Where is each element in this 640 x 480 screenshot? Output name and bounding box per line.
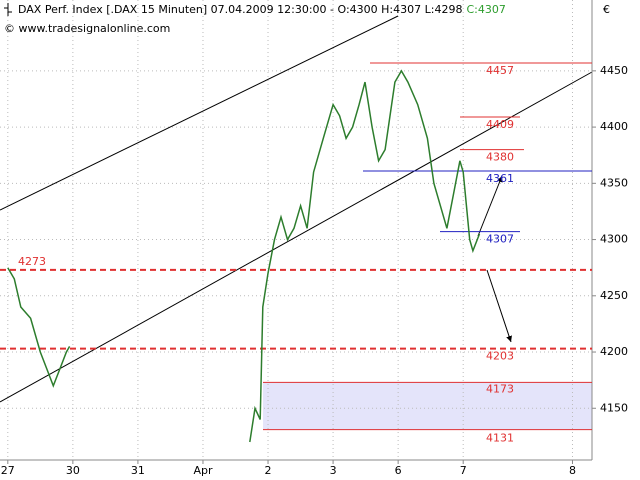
source: © www.tradesignalonline.com xyxy=(4,22,170,35)
x-tick-label: 3 xyxy=(330,464,337,477)
currency: € xyxy=(603,3,610,16)
arrow-down xyxy=(486,269,512,343)
y-tick-label: 4350 xyxy=(600,176,628,189)
zone xyxy=(263,382,592,430)
channel-upper xyxy=(0,15,399,211)
y-tick-label: 4450 xyxy=(600,64,628,77)
level-label: 4273 xyxy=(18,255,46,268)
x-tick-label: 6 xyxy=(395,464,402,477)
x-tick-label: 8 xyxy=(569,464,576,477)
level-label: 4457 xyxy=(486,64,514,77)
y-tick-label: 4200 xyxy=(600,345,628,358)
channel-lower xyxy=(0,71,593,403)
level-label: 4173 xyxy=(486,382,514,395)
x-tick-label: 30 xyxy=(66,464,80,477)
y-tick-label: 4300 xyxy=(600,233,628,246)
x-tick-label: 27 xyxy=(1,464,15,477)
y-tick-label: 4150 xyxy=(600,401,628,414)
level-label: 4203 xyxy=(486,350,514,363)
level-label: 4409 xyxy=(486,118,514,131)
price-line xyxy=(7,69,481,443)
level-label: 4361 xyxy=(486,172,514,185)
y-tick-label: 4250 xyxy=(600,289,628,302)
arrow-up xyxy=(477,175,503,237)
y-tick-label: 4400 xyxy=(600,120,628,133)
last-close: C:4307 xyxy=(466,3,505,16)
x-tick-label: 31 xyxy=(131,464,145,477)
x-tick-label: Apr xyxy=(193,464,213,477)
level-label: 4307 xyxy=(486,233,514,246)
plot-underlay xyxy=(0,0,592,460)
x-tick-label: 7 xyxy=(460,464,467,477)
chart-title: DAX Perf. Index [.DAX 15 Minuten] 07.04.… xyxy=(18,3,462,16)
x-tick-label: 2 xyxy=(265,464,272,477)
level-label: 4131 xyxy=(486,432,514,445)
level-label: 4380 xyxy=(486,151,514,164)
